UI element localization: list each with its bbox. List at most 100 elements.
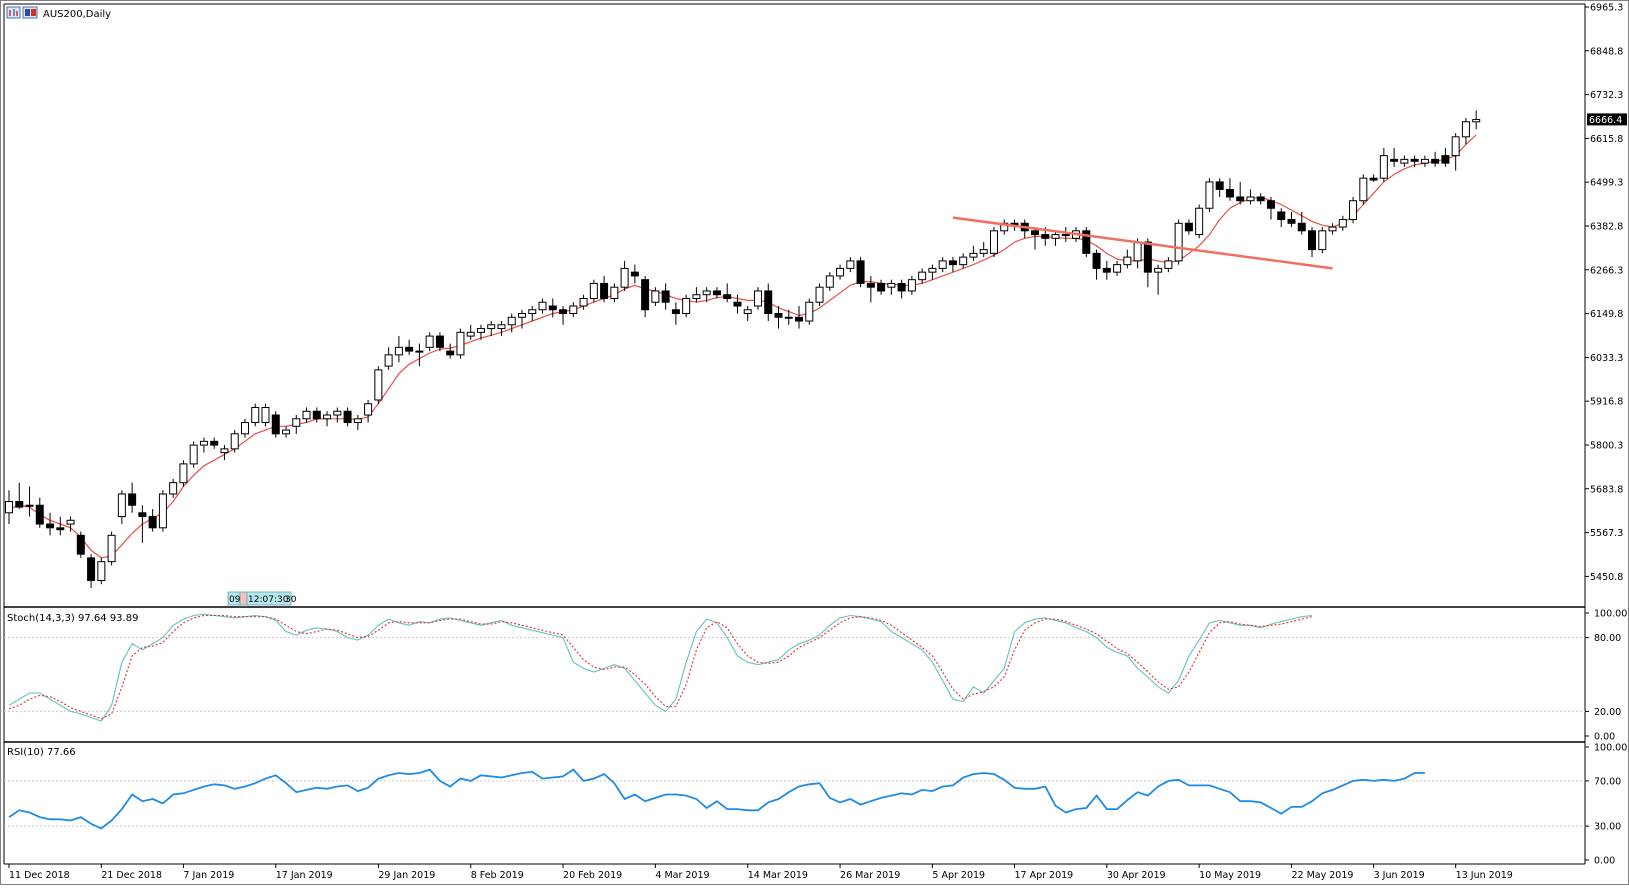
bear-candle-body (733, 301, 742, 307)
bear-candle-body (897, 282, 906, 292)
bear-candle-body (1410, 158, 1419, 162)
bear-candle-body (312, 410, 321, 420)
bull-candle-body (292, 418, 301, 427)
bull-candle-body (702, 290, 711, 296)
osc-tick-label: 100.00 (1594, 743, 1627, 754)
chart-bars-icon[interactable] (6, 6, 21, 19)
bull-candle-body (651, 290, 660, 303)
candle (559, 305, 568, 325)
price-tick-label: 5916.8 (1590, 397, 1623, 408)
candle (446, 343, 455, 359)
candle (1431, 151, 1440, 167)
bull-candle-body (692, 294, 701, 299)
bull-candle-body (528, 309, 537, 315)
osc-tick-label: 20.00 (1594, 707, 1621, 718)
bull-candle-body (538, 301, 547, 311)
candle (1349, 196, 1358, 224)
bull-candle-body (1246, 196, 1255, 202)
rsi-title: RSI(10) 77.66 (7, 747, 76, 758)
bull-candle-body (836, 267, 845, 277)
bull-candle-body (753, 290, 762, 307)
candle (210, 437, 219, 449)
stoch-axis: 100.00 80.00 20.00 0.00 (1585, 609, 1627, 743)
bull-candle-body (589, 282, 598, 299)
bull-candle-body (682, 297, 691, 315)
time-tick-label: 4 Mar 2019 (655, 870, 709, 881)
flag-icon[interactable] (22, 6, 38, 19)
candle (959, 253, 968, 269)
bull-candle-body (25, 504, 34, 507)
price-tick-label: 6149.8 (1590, 309, 1623, 320)
trendline[interactable] (952, 216, 1333, 270)
bear-candle-body (1082, 230, 1091, 254)
candle (364, 399, 373, 423)
candle (107, 531, 116, 566)
candle (918, 268, 927, 284)
bull-candle-body (918, 271, 927, 281)
candle (712, 287, 721, 299)
rsi-lines (8, 768, 1425, 830)
bear-candle-body (1256, 196, 1265, 202)
signal-line (8, 614, 1313, 720)
bull-candle-body (579, 297, 588, 307)
time-tick-label: 30 Apr 2019 (1107, 870, 1166, 881)
bear-candle-body (630, 271, 639, 277)
bull-candle-body (979, 249, 988, 254)
osc-tick-label: 30.00 (1594, 822, 1621, 833)
bear-candle-body (1092, 252, 1101, 269)
candle (774, 305, 783, 329)
bear-candle-body (405, 346, 414, 352)
candle (1113, 260, 1122, 276)
candle (1031, 227, 1039, 250)
chart-header: AUS200,Daily (6, 6, 111, 20)
candle (5, 490, 13, 525)
crosshair-tag: 09 (229, 595, 241, 605)
candle (548, 298, 557, 318)
candle (733, 294, 742, 314)
candle (374, 366, 383, 404)
candle (600, 275, 609, 303)
bull-candle-body (261, 407, 270, 424)
bull-candle-body (1154, 267, 1163, 273)
candle (784, 309, 793, 325)
candle (928, 264, 937, 280)
candle (333, 407, 342, 423)
candle (877, 279, 886, 295)
bear-candle-body (1102, 267, 1111, 273)
candle (1400, 155, 1409, 167)
candle (630, 264, 639, 284)
bear-candle-body (35, 504, 44, 525)
candle (815, 283, 824, 306)
bear-candle-body (1441, 155, 1450, 164)
candle (846, 257, 855, 273)
time-tag-tail: 30 (285, 595, 297, 605)
candle (405, 339, 414, 355)
candle (1308, 227, 1317, 258)
candle (1154, 264, 1163, 295)
candle (682, 294, 691, 318)
price-tick-label: 6382.8 (1590, 221, 1623, 232)
bear-candle-body (128, 493, 137, 506)
bull-candle-body (394, 346, 403, 356)
bull-candle-body (989, 230, 998, 254)
candle (117, 490, 126, 525)
candle (969, 245, 978, 261)
bear-candle-body (1215, 181, 1224, 190)
bull-candle-body (569, 305, 578, 315)
bull-candle-body (846, 260, 855, 269)
price-tick-label: 5450.8 (1590, 572, 1623, 583)
bear-candle-body (76, 534, 85, 555)
candle (148, 509, 157, 532)
bear-candle-body (1031, 230, 1039, 236)
bull-candle-body (518, 313, 526, 318)
candle (271, 411, 280, 438)
candle (1472, 110, 1481, 130)
bull-candle-body (887, 282, 896, 288)
candle (394, 336, 403, 363)
bull-candle-body (230, 433, 239, 450)
candle (1092, 249, 1101, 280)
candle (866, 275, 875, 303)
